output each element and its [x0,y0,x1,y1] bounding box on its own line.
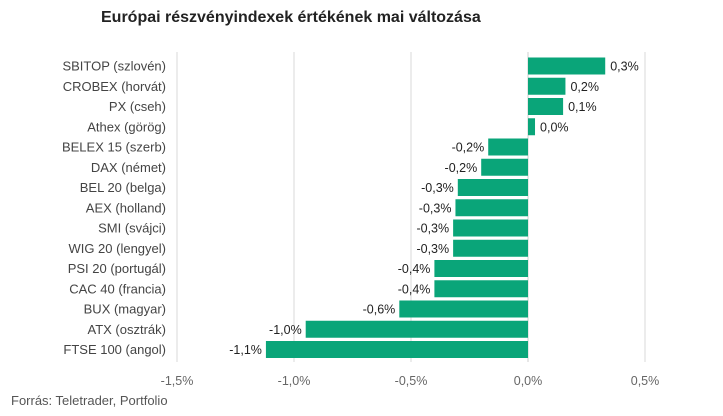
bar [265,341,528,358]
bar [434,260,528,277]
bar [528,118,536,136]
category-label: DAX (német) [91,160,166,175]
bar [528,77,566,95]
data-label: -0,2% [452,141,485,155]
data-label: 0,1% [568,100,597,114]
category-label: CAC 40 (francia) [69,281,166,296]
category-label: Athex (görög) [87,119,166,134]
x-tick-label: 0,0% [514,374,543,388]
bar-layer [265,57,606,358]
x-tick-label: -0,5% [395,374,428,388]
data-label: -0,3% [416,242,449,256]
category-label: FTSE 100 (angol) [63,342,166,357]
data-label: -0,3% [419,201,452,215]
data-label: -0,4% [398,262,431,276]
data-label: -0,3% [416,222,449,236]
data-label: 0,3% [610,60,639,74]
category-label: BELEX 15 (szerb) [62,140,166,155]
category-label: WIG 20 (lengyel) [68,241,166,256]
x-tick-label: -1,5% [161,374,194,388]
data-label: -1,0% [269,323,302,337]
data-label: -0,6% [363,303,396,317]
category-label: BEL 20 (belga) [80,180,166,195]
bar [481,158,528,176]
data-label: 0,2% [570,80,599,94]
x-tick-label: -1,0% [278,374,311,388]
x-tick-label: 0,5% [631,374,660,388]
bar [305,320,528,338]
bar [455,199,528,217]
bar [399,300,528,318]
bar [528,98,564,115]
bar [453,219,528,237]
bar [453,239,528,257]
data-label: 0,0% [540,120,569,134]
x-axis-ticks: -1,5% -1,0% -0,5% 0,0% 0,5% [161,374,660,388]
category-label: SBITOP (szlovén) [62,59,166,74]
category-label: AEX (holland) [86,200,166,215]
category-label: BUX (magyar) [84,302,166,317]
category-label: ATX (osztrák) [88,322,167,337]
category-label: PSI 20 (portugál) [68,261,166,276]
label-layer: SBITOP (szlovén) 0,3% CROBEX (horvát) 0,2% P… [62,59,639,358]
category-label: PX (cseh) [109,99,166,114]
data-label: -0,3% [421,181,454,195]
data-label: -0,4% [398,282,431,296]
bar [434,280,528,298]
bar [528,57,606,75]
category-label: SMI (svájci) [98,221,166,236]
bar [457,179,528,196]
bar [488,138,528,156]
category-label: CROBEX (horvát) [63,79,166,94]
source-note: Forrás: Teletrader, Portfolio [11,393,168,408]
data-label: -0,2% [445,161,478,175]
data-label: -1,1% [229,343,262,357]
chart-title: Európai részvényindexek értékének mai vá… [101,9,481,26]
